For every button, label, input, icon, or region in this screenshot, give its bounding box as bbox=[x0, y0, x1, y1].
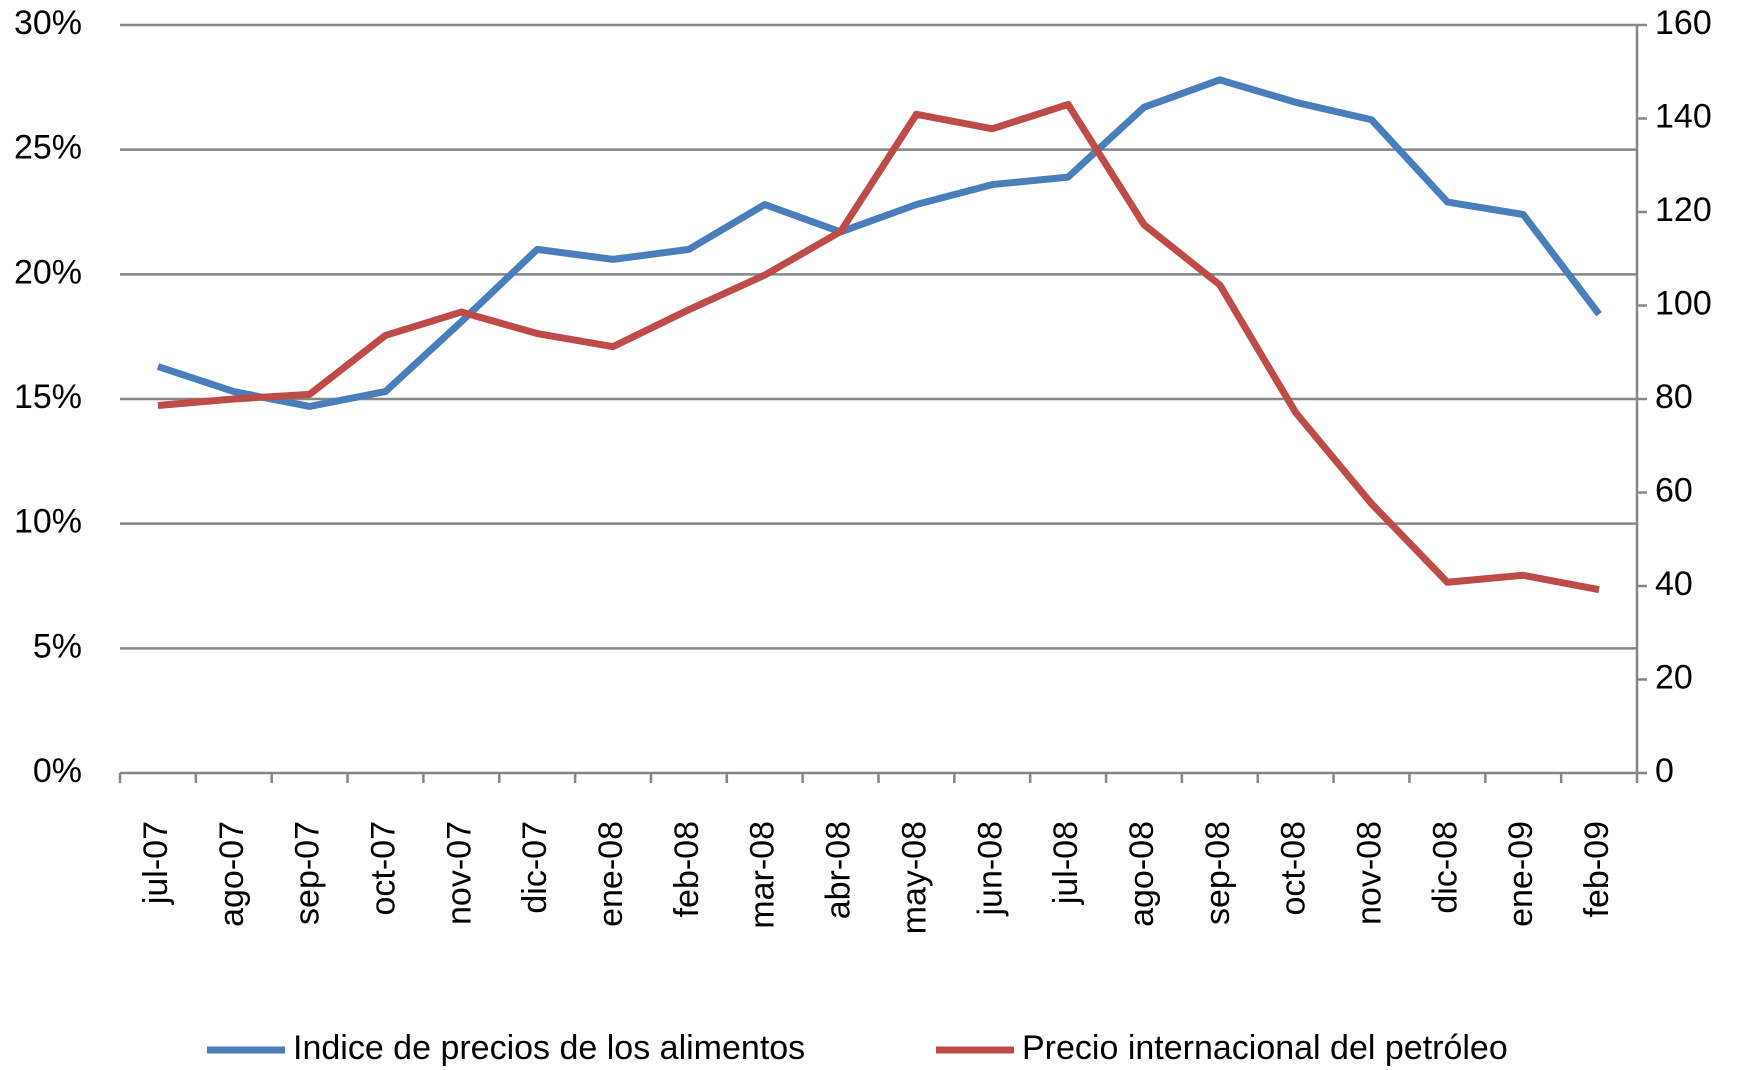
x-tick-label: sep-08 bbox=[1199, 821, 1237, 925]
y2-tick-label: 80 bbox=[1655, 378, 1693, 416]
y2-tick-label: 160 bbox=[1655, 4, 1712, 42]
y2-tick-label: 140 bbox=[1655, 97, 1712, 135]
legend-label: Precio internacional del petróleo bbox=[1022, 1029, 1508, 1067]
y2-tick-label: 40 bbox=[1655, 565, 1693, 603]
x-tick-label: may-08 bbox=[895, 821, 933, 934]
x-tick-label: jun-08 bbox=[971, 821, 1009, 917]
y2-tick-label: 120 bbox=[1655, 191, 1712, 229]
x-tick-label: feb-09 bbox=[1578, 821, 1616, 917]
x-tick-label: nov-07 bbox=[440, 821, 478, 925]
x-tick-label: sep-07 bbox=[289, 821, 327, 925]
x-tick-label: oct-07 bbox=[364, 821, 402, 916]
series-line bbox=[156, 76, 1602, 410]
x-tick-label: ene-08 bbox=[592, 821, 630, 927]
y2-tick-label: 100 bbox=[1655, 284, 1712, 322]
x-tick-label: ago-08 bbox=[1123, 821, 1161, 927]
x-tick-label: ene-09 bbox=[1502, 821, 1540, 927]
y-tick-label: 5% bbox=[33, 627, 82, 665]
y2-tick-label: 0 bbox=[1655, 752, 1674, 790]
x-tick-label: mar-08 bbox=[744, 821, 782, 929]
x-tick-label: jul-08 bbox=[1047, 821, 1085, 905]
y-tick-label: 0% bbox=[33, 752, 82, 790]
y2-tick-label: 60 bbox=[1655, 471, 1693, 509]
y-tick-label: 30% bbox=[14, 4, 82, 42]
y-tick-label: 15% bbox=[14, 378, 82, 416]
series-line bbox=[157, 100, 1600, 594]
x-tick-label: jul-07 bbox=[137, 821, 175, 905]
y-tick-label: 20% bbox=[14, 253, 82, 291]
x-tick-label: dic-08 bbox=[1426, 821, 1464, 914]
y-tick-label: 25% bbox=[14, 129, 82, 167]
y-tick-label: 10% bbox=[14, 503, 82, 541]
x-tick-label: oct-08 bbox=[1275, 821, 1313, 916]
x-tick-label: feb-08 bbox=[668, 821, 706, 917]
y2-tick-label: 20 bbox=[1655, 658, 1693, 696]
x-tick-label: nov-08 bbox=[1351, 821, 1389, 925]
x-tick-label: dic-07 bbox=[516, 821, 554, 914]
x-tick-label: ago-07 bbox=[213, 821, 251, 927]
legend-label: Indice de precios de los alimentos bbox=[293, 1029, 805, 1067]
x-tick-label: abr-08 bbox=[820, 821, 858, 919]
